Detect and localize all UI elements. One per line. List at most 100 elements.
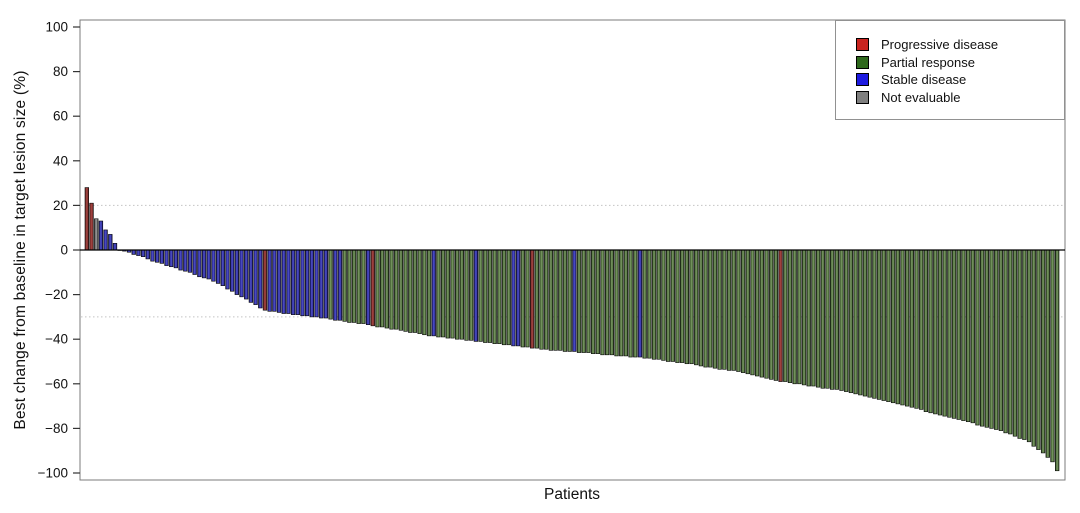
bar — [778, 249, 783, 382]
bar — [84, 187, 90, 251]
bar — [197, 249, 202, 278]
bar — [487, 249, 493, 343]
bar — [651, 249, 657, 360]
y-tick-label: 60 — [53, 109, 68, 124]
bar — [787, 249, 793, 383]
bar — [792, 249, 797, 385]
bar — [736, 249, 741, 372]
legend-item-stable-disease: Stable disease — [856, 71, 1064, 89]
bar — [933, 249, 938, 415]
bar — [464, 249, 469, 341]
bar — [525, 249, 530, 348]
bar — [698, 249, 704, 367]
bar — [544, 249, 549, 350]
bar — [745, 249, 750, 375]
bar — [370, 249, 375, 327]
bar — [183, 249, 188, 272]
bar — [633, 249, 638, 358]
bar — [506, 249, 511, 346]
bar — [230, 249, 235, 292]
bar — [1031, 249, 1036, 447]
y-tick-label: 0 — [60, 243, 68, 258]
bar — [862, 249, 868, 397]
bar — [600, 249, 605, 356]
bar — [942, 249, 947, 417]
bar — [923, 249, 929, 412]
bar — [215, 249, 221, 284]
bar — [670, 249, 675, 362]
legend: Progressive disease Partial response Sta… — [835, 20, 1065, 120]
legend-label: Progressive disease — [881, 37, 999, 53]
bar — [211, 249, 216, 282]
bar — [159, 249, 165, 264]
bar — [150, 249, 155, 262]
legend-label: Not evaluable — [881, 89, 961, 105]
bar — [398, 249, 404, 331]
bar — [515, 249, 521, 347]
bar — [647, 249, 652, 359]
y-tick-label: 20 — [53, 198, 68, 213]
bar — [539, 249, 544, 350]
bar — [426, 249, 432, 337]
y-tick-label: −100 — [38, 466, 68, 481]
bar — [239, 249, 244, 298]
bar — [628, 249, 633, 358]
bar — [590, 249, 596, 354]
bar — [811, 249, 816, 387]
bar — [740, 249, 746, 373]
bar — [333, 249, 338, 321]
bar — [89, 202, 94, 251]
bar — [975, 249, 980, 426]
bar — [656, 249, 661, 360]
bar — [919, 249, 924, 410]
legend-swatch-not-evaluable-icon — [856, 90, 869, 104]
bar — [272, 249, 277, 312]
bar — [876, 249, 882, 400]
bar — [783, 249, 788, 382]
bar — [206, 249, 211, 280]
y-tick-label: −40 — [45, 332, 68, 347]
y-tick-label: −20 — [45, 287, 68, 302]
bar — [131, 249, 136, 255]
bar — [94, 218, 99, 251]
bar — [445, 249, 450, 339]
bar — [501, 249, 507, 346]
bar — [1050, 249, 1055, 463]
bar — [1045, 249, 1050, 458]
bar — [534, 249, 540, 349]
bar — [309, 249, 315, 318]
bar — [703, 249, 708, 368]
bar — [970, 249, 975, 424]
bar — [853, 249, 858, 395]
bar — [937, 249, 943, 416]
y-axis-title: Best change from baseline in target lesi… — [12, 70, 29, 430]
x-axis-title: Patients — [543, 486, 601, 503]
bar — [558, 249, 563, 351]
bar — [928, 249, 933, 414]
bar — [136, 249, 141, 256]
bar — [717, 249, 722, 370]
bar — [455, 249, 460, 340]
bar — [825, 249, 830, 389]
bar — [951, 249, 957, 419]
bar — [726, 249, 732, 371]
bar — [665, 249, 671, 362]
bar — [815, 249, 821, 388]
legend-item-not-evaluable: Not evaluable — [856, 89, 1064, 107]
y-tick-label: 100 — [45, 20, 68, 35]
bar — [145, 249, 150, 260]
bar — [337, 249, 343, 321]
bar — [581, 249, 586, 353]
bar — [750, 249, 755, 376]
bar — [173, 249, 179, 269]
bar — [642, 249, 647, 359]
bar — [267, 249, 272, 312]
bar — [417, 249, 422, 334]
bar — [881, 249, 886, 401]
bar — [520, 249, 525, 348]
bar — [155, 249, 160, 263]
bar — [1012, 249, 1018, 437]
bar — [1036, 249, 1041, 450]
bar — [567, 249, 572, 352]
legend-label: Partial response — [881, 54, 975, 70]
